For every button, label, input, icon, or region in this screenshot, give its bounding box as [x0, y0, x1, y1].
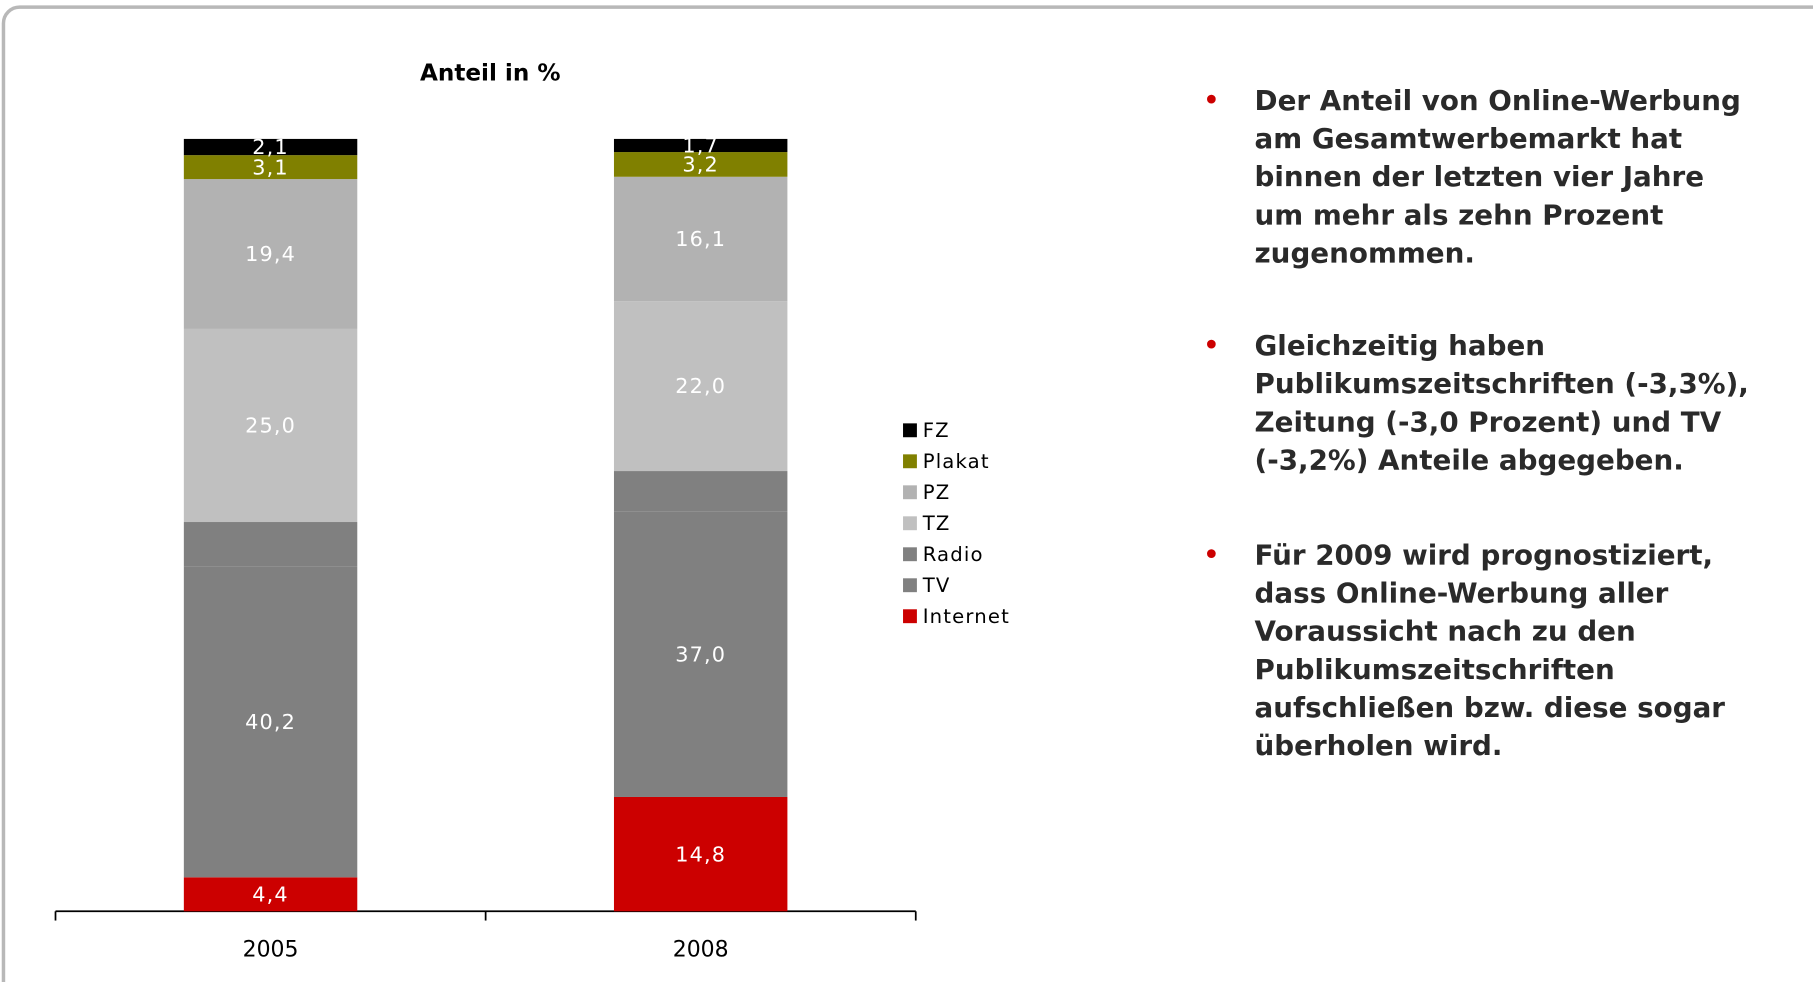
bullet-text: Der Anteil von Online-Werbung: [1255, 84, 1741, 117]
bar-segment: [183, 155, 358, 180]
value-label: 3,1: [252, 155, 289, 179]
bar-segment: [613, 796, 788, 912]
bar-segment: [613, 301, 788, 472]
value-label: 14,8: [675, 842, 726, 866]
legend-swatch: [903, 516, 917, 531]
value-label: 4,4: [252, 882, 289, 906]
x-tick-label: 2005: [243, 938, 299, 963]
bar-segment: [613, 152, 788, 177]
legend-label: FZ: [923, 419, 950, 442]
value-label: 22,0: [675, 374, 726, 398]
bullet-text: binnen der letzten vier Jahre: [1255, 160, 1705, 193]
bullet-dot: •: [1203, 83, 1221, 118]
bar-segment: [613, 176, 788, 302]
bullet-text: dass Online-Werbung aller: [1255, 576, 1669, 609]
x-tick-label: 2008: [673, 938, 729, 963]
bullet-text: Publikumszeitschriften (-3,3%),: [1255, 367, 1749, 400]
legend-swatch: [903, 423, 917, 438]
bullet-text: Publikumszeitschriften: [1255, 653, 1615, 686]
legend-swatch: [903, 609, 917, 624]
value-label: 40,2: [245, 710, 296, 734]
bullet-dot: •: [1203, 538, 1221, 573]
legend-swatch: [903, 454, 917, 469]
bullet-text: zugenommen.: [1255, 237, 1475, 270]
legend-swatch: [903, 485, 917, 500]
legend-label: TV: [922, 574, 951, 597]
bar-segment: [613, 511, 788, 797]
legend-label: Radio: [923, 543, 984, 566]
bar-segment: [183, 138, 358, 156]
value-label: 37,0: [675, 642, 726, 666]
legend-swatch: [903, 578, 917, 593]
value-label: 25,0: [245, 414, 296, 438]
value-label: 1,7: [682, 134, 719, 158]
legend-label: Internet: [923, 605, 1010, 628]
bullet-text: überholen wird.: [1255, 729, 1503, 762]
bullet-text: Zeitung (-3,0 Prozent) und TV: [1255, 405, 1722, 438]
bar-segment: [613, 138, 788, 153]
bullet-text: (-3,2%) Anteile abgegeben.: [1255, 444, 1684, 477]
bar-segment: [183, 877, 358, 912]
value-label: 16,1: [675, 227, 726, 251]
value-label: 19,4: [245, 242, 296, 266]
bar-segment: [613, 471, 788, 512]
bullet-text: um mehr als zehn Prozent: [1255, 198, 1664, 231]
bullet-text: Gleichzeitig haben: [1255, 329, 1546, 362]
chart-title: Anteil in %: [420, 61, 561, 87]
bullet-text: Voraussicht nach zu den: [1255, 615, 1636, 648]
bullet-dot: •: [1203, 329, 1221, 364]
value-label: 2,1: [252, 135, 289, 159]
bullet-text: am Gesamtwerbemarkt hat: [1255, 122, 1683, 155]
bar-segment: [183, 566, 358, 878]
legend-label: TZ: [922, 512, 951, 535]
value-label: 3,2: [682, 153, 719, 177]
legend-swatch: [903, 547, 917, 562]
legend-label: Plakat: [923, 450, 990, 473]
bar-segment: [183, 328, 358, 523]
bar-segment: [183, 179, 358, 329]
bullet-text: Für 2009 wird prognostiziert,: [1255, 538, 1714, 571]
legend-label: PZ: [923, 481, 951, 504]
bullet-text: aufschließen bzw. diese sogar: [1255, 691, 1726, 724]
bar-segment: [183, 522, 358, 567]
